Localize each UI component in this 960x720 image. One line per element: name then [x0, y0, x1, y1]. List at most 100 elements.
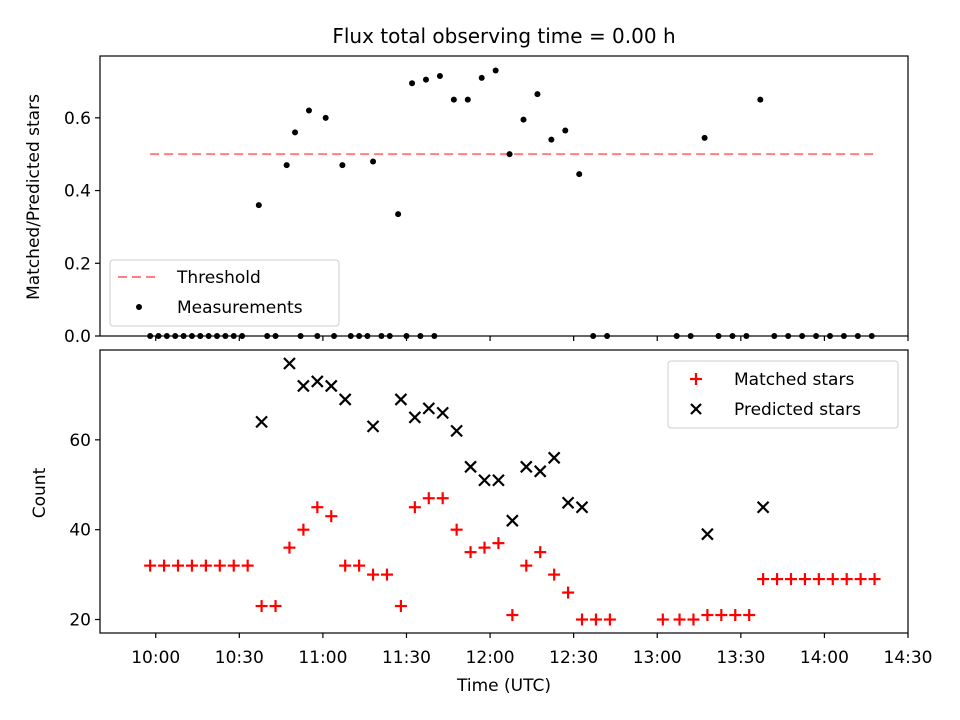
- matched-stars-point: [729, 609, 742, 622]
- x-tick-label: 14:30: [884, 648, 933, 668]
- matched-stars-point: [311, 501, 324, 514]
- x-tick-label: 13:00: [633, 648, 682, 668]
- predicted-stars-point: [547, 451, 561, 465]
- bottom-y-ticks: 20 40 60: [69, 431, 100, 631]
- bottom-y-tick-label: 60: [69, 431, 91, 451]
- matched-stars-point: [394, 600, 407, 613]
- top-legend-box: [109, 259, 340, 327]
- legend-measurements-swatch: [136, 304, 142, 310]
- predicted-stars-point: [366, 420, 380, 433]
- matched-stars-point: [771, 573, 784, 586]
- measurement-point: [422, 76, 429, 83]
- matched-stars-point: [603, 613, 616, 626]
- x-tick-label: 12:00: [466, 648, 515, 668]
- matched-stars-point: [656, 613, 669, 626]
- matched-stars-point: [380, 568, 393, 581]
- matched-stars-point: [241, 559, 254, 572]
- top-x-ticks: [155, 336, 909, 341]
- predicted-stars-point: [436, 406, 449, 420]
- legend-predicted-label: Predicted stars: [734, 400, 861, 420]
- matched-stars-point: [840, 573, 853, 586]
- measurement-point: [464, 96, 471, 103]
- predicted-stars-point: [464, 460, 477, 474]
- matched-stars-point: [353, 559, 366, 572]
- bottom-y-tick-label: 20: [69, 611, 91, 631]
- bottom-x-ticks: 10:00 10:30 11:00 11:30 12:00 12:30 13:00 13:30…: [131, 633, 933, 668]
- matched-stars-point: [172, 559, 185, 572]
- matched-stars-point: [422, 492, 435, 505]
- matched-stars-point: [325, 510, 338, 523]
- matched-stars-point: [701, 609, 714, 622]
- matched-stars-point: [562, 586, 575, 599]
- measurement-point: [520, 116, 527, 123]
- matched-stars-point: [269, 600, 282, 613]
- legend-predicted-swatch: [690, 403, 702, 415]
- predicted-stars-point: [394, 393, 408, 406]
- predicted-stars-point: [506, 514, 519, 527]
- top-y-tick-label: 0.6: [64, 109, 91, 129]
- matched-stars-point: [784, 573, 797, 586]
- matched-stars-point: [576, 613, 589, 626]
- matched-stars-point: [589, 613, 602, 626]
- bottom-panel-marks: [144, 357, 881, 626]
- measurement-point: [395, 211, 402, 218]
- measurement-point: [478, 74, 485, 81]
- predicted-stars-point: [324, 379, 338, 393]
- measurement-point: [492, 67, 499, 74]
- measurement-point: [255, 202, 262, 209]
- measurement-point: [283, 162, 290, 169]
- matched-stars-point: [506, 609, 519, 622]
- measurement-point: [339, 162, 346, 169]
- matched-stars-point: [213, 559, 226, 572]
- measurement-point: [292, 129, 299, 136]
- x-tick-label: 12:30: [549, 648, 598, 668]
- matched-stars-point: [436, 492, 449, 505]
- matched-stars-point: [534, 546, 547, 559]
- matched-stars-point: [715, 609, 728, 622]
- x-tick-label: 13:30: [716, 648, 765, 668]
- bottom-panel: 20 40 60 10:00 10:30 11:00 11:30 12:00 12:30 13:…: [30, 349, 933, 696]
- predicted-stars-point: [422, 402, 436, 415]
- predicted-stars-point: [492, 473, 505, 487]
- predicted-stars-point: [255, 415, 268, 429]
- predicted-stars-point: [478, 473, 491, 487]
- matched-stars-point: [854, 573, 867, 586]
- matched-stars-point: [492, 537, 505, 550]
- bottom-panel-frame: [99, 349, 909, 634]
- bottom-legend: Matched stars Predicted stars: [667, 360, 899, 429]
- top-y-tick-label: 0.4: [64, 182, 91, 202]
- matched-stars-point: [757, 573, 770, 586]
- predicted-stars-point: [338, 393, 352, 406]
- measurement-point: [305, 107, 312, 114]
- matched-stars-point: [450, 523, 463, 536]
- matched-stars-point: [673, 613, 686, 626]
- measurement-point: [450, 96, 457, 103]
- predicted-stars-point: [408, 411, 422, 424]
- legend-threshold-label: Threshold: [176, 268, 261, 288]
- top-panel-frame: [99, 55, 909, 337]
- predicted-stars-point: [520, 460, 533, 474]
- matched-stars-point: [548, 568, 561, 581]
- legend-measurements-label: Measurements: [177, 298, 303, 318]
- top-legend: Threshold Measurements: [109, 259, 340, 327]
- measurement-point: [548, 136, 555, 143]
- measurement-point: [562, 127, 569, 134]
- measurement-point: [436, 73, 443, 79]
- matched-stars-point: [743, 609, 756, 622]
- measurement-point: [506, 151, 513, 158]
- predicted-stars-point: [756, 500, 770, 514]
- predicted-stars-point: [575, 500, 589, 514]
- matched-stars-point: [144, 559, 157, 572]
- measurement-point: [701, 134, 708, 141]
- predicted-stars-point: [533, 465, 547, 478]
- matched-stars-point: [812, 573, 825, 586]
- top-y-ticks: 0.0 0.2 0.4 0.6: [64, 109, 100, 347]
- x-tick-label: 11:30: [382, 648, 431, 668]
- measurement-point: [576, 171, 583, 178]
- predicted-stars-point: [311, 375, 324, 388]
- predicted-stars-point: [450, 424, 463, 438]
- top-y-tick-label: 0.0: [64, 327, 91, 347]
- top-y-tick-label: 0.2: [64, 254, 91, 274]
- measurement-point: [370, 158, 377, 165]
